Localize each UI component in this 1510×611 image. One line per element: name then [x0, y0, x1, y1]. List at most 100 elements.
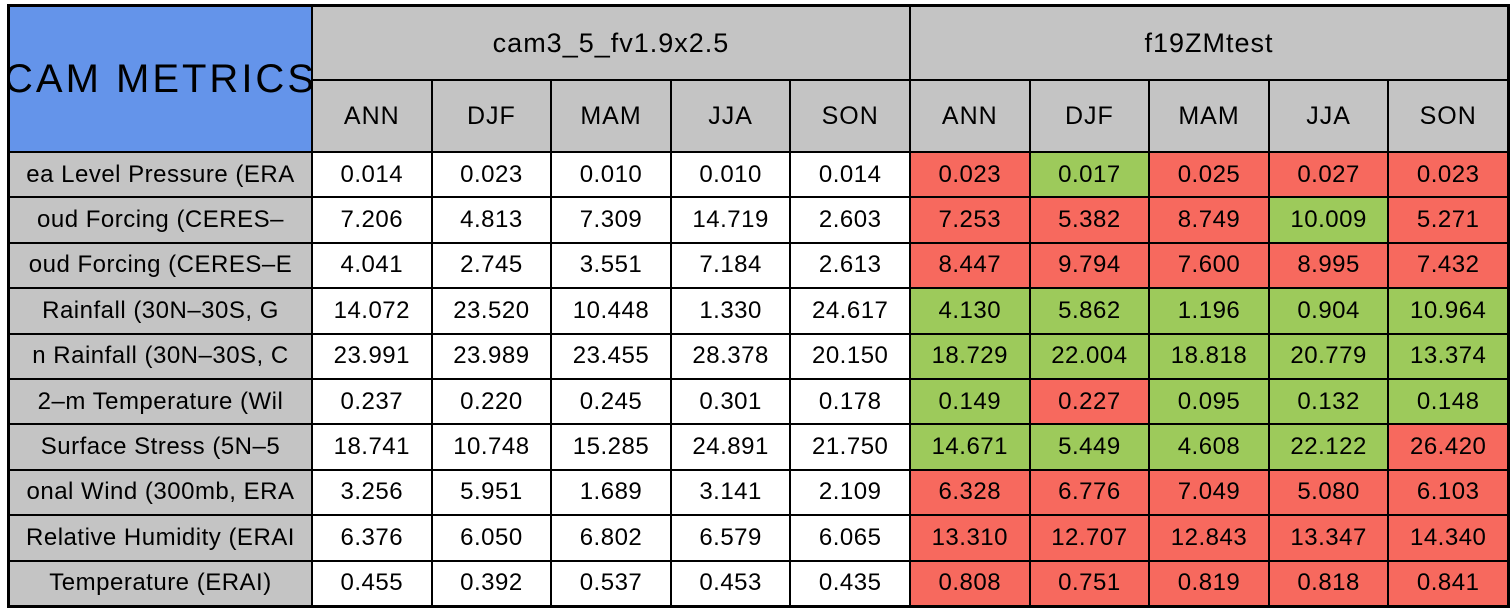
metric-value-cell: 20.150 [791, 334, 909, 378]
metric-value-cell: 14.340 [1389, 516, 1507, 560]
metric-value-cell: 0.148 [1389, 380, 1507, 424]
metric-value-cell: 6.802 [552, 516, 670, 560]
metric-value-cell: 0.027 [1269, 153, 1388, 197]
metric-value-cell: 7.184 [671, 243, 790, 288]
metric-value-cell: 7.432 [1389, 243, 1507, 288]
metric-value-cell: 0.010 [552, 153, 670, 197]
metric-value-cell: 10.748 [432, 425, 551, 469]
metric-value-cell: 0.023 [432, 153, 551, 197]
metric-value-cell: 6.328 [910, 470, 1029, 515]
metric-value-cell: 14.072 [313, 289, 431, 333]
metric-value-cell: 5.449 [1030, 425, 1149, 469]
metric-value-cell: 2.603 [791, 198, 909, 242]
metric-value-cell: 3.551 [552, 243, 670, 288]
metric-value-cell: 0.017 [1030, 153, 1149, 197]
metric-value-cell: 0.819 [1150, 561, 1268, 605]
metric-value-cell: 5.951 [432, 470, 551, 515]
metric-value-cell: 0.808 [910, 561, 1029, 605]
metric-value-cell: 14.671 [910, 425, 1029, 469]
metric-value-cell: 0.818 [1269, 561, 1388, 605]
metric-value-cell: 0.841 [1389, 561, 1507, 605]
row-label: Temperature (ERAI) [10, 561, 311, 605]
metric-value-cell: 0.025 [1150, 153, 1268, 197]
metric-value-cell: 22.004 [1030, 334, 1149, 378]
metric-value-cell: 1.689 [552, 470, 670, 515]
model-group-header: f19ZMtest [910, 7, 1507, 79]
row-label: onal Wind (300mb, ERA [10, 470, 311, 515]
metric-value-cell: 24.617 [791, 289, 909, 333]
metric-value-cell: 18.818 [1150, 334, 1268, 378]
metric-value-cell: 4.130 [910, 289, 1029, 333]
metric-value-cell: 3.141 [671, 470, 790, 515]
season-header: JJA [1269, 81, 1388, 151]
metric-value-cell: 22.122 [1269, 425, 1388, 469]
metric-value-cell: 14.719 [671, 198, 790, 242]
metric-value-cell: 0.904 [1269, 289, 1388, 333]
metric-value-cell: 7.049 [1150, 470, 1268, 515]
metric-value-cell: 0.014 [791, 153, 909, 197]
metric-value-cell: 6.579 [671, 516, 790, 560]
metric-value-cell: 0.392 [432, 561, 551, 605]
metric-value-cell: 7.253 [910, 198, 1029, 242]
metric-value-cell: 6.376 [313, 516, 431, 560]
row-label: oud Forcing (CERES–E [10, 243, 311, 288]
metric-value-cell: 13.347 [1269, 516, 1388, 560]
metric-value-cell: 0.023 [910, 153, 1029, 197]
cam-metrics-table: CAM METRICS cam3_5_fv1.9x2.5 f19ZMtest ANN D… [7, 4, 1510, 608]
metric-value-cell: 0.014 [313, 153, 431, 197]
metric-value-cell: 1.330 [671, 289, 790, 333]
metric-value-cell: 9.794 [1030, 243, 1149, 288]
metric-value-cell: 10.448 [552, 289, 670, 333]
row-label: Surface Stress (5N–5 [10, 425, 311, 469]
metric-value-cell: 21.750 [791, 425, 909, 469]
metric-value-cell: 2.745 [432, 243, 551, 288]
metric-value-cell: 10.009 [1269, 198, 1388, 242]
metric-value-cell: 13.310 [910, 516, 1029, 560]
metric-value-cell: 6.103 [1389, 470, 1507, 515]
season-header: MAM [1150, 81, 1268, 151]
row-label: ea Level Pressure (ERA [10, 153, 311, 197]
season-header: ANN [910, 81, 1029, 151]
season-header: ANN [313, 81, 431, 151]
metric-value-cell: 28.378 [671, 334, 790, 378]
row-label: oud Forcing (CERES– [10, 198, 311, 242]
metric-value-cell: 4.041 [313, 243, 431, 288]
metric-value-cell: 1.196 [1150, 289, 1268, 333]
metric-value-cell: 24.891 [671, 425, 790, 469]
metric-value-cell: 0.435 [791, 561, 909, 605]
metric-value-cell: 5.080 [1269, 470, 1388, 515]
metric-value-cell: 8.749 [1150, 198, 1268, 242]
metric-value-cell: 0.455 [313, 561, 431, 605]
metric-value-cell: 18.741 [313, 425, 431, 469]
row-label: Relative Humidity (ERAI [10, 516, 311, 560]
metric-value-cell: 18.729 [910, 334, 1029, 378]
metric-value-cell: 6.776 [1030, 470, 1149, 515]
metric-value-cell: 0.149 [910, 380, 1029, 424]
metric-value-cell: 4.608 [1150, 425, 1268, 469]
metric-value-cell: 2.613 [791, 243, 909, 288]
metric-value-cell: 0.178 [791, 380, 909, 424]
metric-value-cell: 10.964 [1389, 289, 1507, 333]
metric-value-cell: 0.023 [1389, 153, 1507, 197]
metric-value-cell: 23.455 [552, 334, 670, 378]
season-header: JJA [671, 81, 790, 151]
metric-value-cell: 5.271 [1389, 198, 1507, 242]
metric-value-cell: 6.050 [432, 516, 551, 560]
metric-value-cell: 0.095 [1150, 380, 1268, 424]
metric-value-cell: 0.132 [1269, 380, 1388, 424]
metric-value-cell: 0.010 [671, 153, 790, 197]
row-label: n Rainfall (30N–30S, C [10, 334, 311, 378]
metric-value-cell: 0.227 [1030, 380, 1149, 424]
metric-value-cell: 0.237 [313, 380, 431, 424]
metric-value-cell: 0.301 [671, 380, 790, 424]
season-header: DJF [1030, 81, 1149, 151]
metric-value-cell: 8.447 [910, 243, 1029, 288]
metric-value-cell: 0.245 [552, 380, 670, 424]
metric-value-cell: 26.420 [1389, 425, 1507, 469]
table-title: CAM METRICS [10, 7, 311, 151]
metric-value-cell: 3.256 [313, 470, 431, 515]
model-group-header: cam3_5_fv1.9x2.5 [313, 7, 909, 79]
metric-value-cell: 4.813 [432, 198, 551, 242]
metric-value-cell: 7.600 [1150, 243, 1268, 288]
metric-value-cell: 5.862 [1030, 289, 1149, 333]
